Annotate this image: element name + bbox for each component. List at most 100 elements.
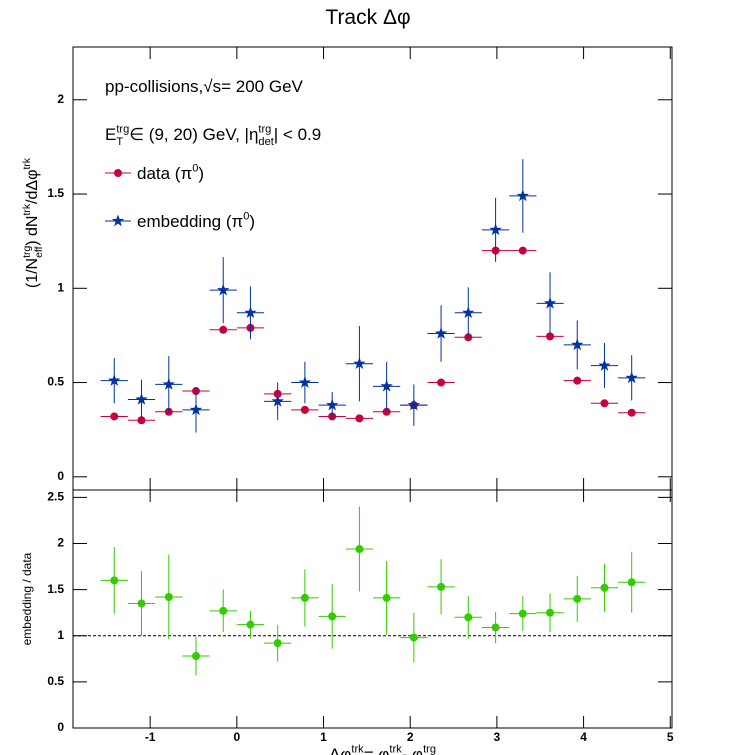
data-point (516, 189, 529, 202)
plot-frame (72, 489, 673, 729)
chart-title: Track Δφ (325, 6, 410, 29)
legend-marker (114, 169, 122, 177)
y-tick-label: 0.5 (47, 375, 64, 389)
data-point (300, 593, 309, 602)
data-point (273, 639, 282, 648)
x-tick-label: 5 (667, 730, 674, 744)
x-axis-label: Δφ trk = φ trk - φ trg (329, 743, 436, 755)
x-tick-label: 3 (494, 730, 501, 744)
data-point (192, 652, 201, 661)
x-tick-label: 1 (320, 730, 327, 744)
data-point (353, 357, 366, 369)
data-point (382, 593, 391, 602)
data-point (246, 620, 255, 629)
legend-label: embedding (π 0) (137, 210, 255, 231)
y-axis-label-part: /dΔφ (24, 170, 41, 204)
data-point (518, 609, 527, 618)
legend-label-part: embedding (π (137, 212, 243, 231)
annotation-sup: trg (258, 123, 271, 135)
legend-label: data (π 0) (137, 162, 204, 183)
y-tick-label: 1.5 (47, 582, 64, 596)
x-tick-label: 0 (233, 730, 240, 744)
data-point (355, 414, 364, 423)
x-tick-label: 4 (580, 730, 587, 744)
annotation-sub: T (116, 136, 123, 148)
data-point (437, 582, 446, 591)
data-point (489, 223, 502, 236)
annotation-part: E (105, 125, 116, 144)
y-tick-label: 0.5 (47, 674, 64, 688)
data-point (598, 359, 611, 371)
y-tick-label: 1.5 (47, 186, 64, 200)
data-point (110, 412, 119, 421)
annotation-part: = 200 GeV (221, 77, 303, 96)
y-axis-label-sup: trk (22, 203, 33, 215)
legend-label-part: ) (198, 164, 204, 183)
annotation-sub: det (258, 136, 273, 148)
data-point (600, 399, 609, 408)
data-point (328, 612, 337, 621)
data-point (600, 583, 609, 592)
legend-label-part: data (π (137, 164, 192, 183)
data-point (546, 608, 555, 617)
data-point (326, 398, 339, 411)
data-point (189, 403, 203, 416)
data-point (491, 623, 500, 632)
y-axis-label-part: (1/N (24, 258, 41, 288)
data-point (137, 599, 146, 608)
data-point (543, 296, 557, 309)
legend-marker (111, 214, 125, 227)
y-tick-label: 2 (57, 536, 64, 550)
data-point (462, 306, 475, 319)
data-point (355, 545, 364, 554)
legend-label-sup: 0 (192, 162, 198, 174)
x-axis-label-sup: trg (423, 743, 436, 755)
data-point (298, 376, 312, 388)
data-point (108, 374, 121, 386)
annotation-sup: trg (116, 123, 129, 135)
x-tick-label: 2 (407, 730, 414, 744)
annotation-part: ∈ (9, 20) GeV, |η (129, 125, 258, 144)
data-point (135, 393, 148, 405)
annotation: pp-collisions, √s = 200 GeV (105, 77, 304, 96)
x-tick-label: -1 (145, 730, 156, 744)
data-point (162, 377, 175, 390)
data-point (219, 606, 228, 615)
data-point (437, 378, 446, 387)
data-point (164, 593, 173, 602)
data-point (518, 246, 527, 255)
data-point (627, 408, 636, 417)
x-axis-label-part: Δφ (329, 745, 351, 755)
data-point (300, 405, 309, 414)
y-axis-label-part: embedding / data (20, 552, 34, 645)
data-point (573, 594, 582, 603)
y-tick-label: 2 (57, 92, 64, 106)
annotation-part: pp-collisions, (105, 77, 203, 96)
x-axis-label-part: - φ (402, 745, 423, 755)
y-tick-label: 2.5 (47, 490, 64, 504)
data-point (219, 325, 228, 334)
y-axis-label-part: ) dN (24, 216, 41, 246)
data-point (244, 306, 257, 319)
data-point (217, 283, 230, 296)
y-tick-label: 0 (57, 720, 64, 734)
legend-label-part: ) (249, 212, 255, 231)
data-point (627, 578, 636, 587)
data-point (382, 407, 391, 416)
annotation-part: | < 0.9 (274, 125, 321, 144)
data-point (434, 327, 448, 339)
data-point (407, 398, 421, 411)
data-point (546, 332, 555, 341)
y-axis-label-sup: trk (22, 157, 33, 169)
y-tick-label: 0 (57, 469, 64, 483)
y-axis-label-sup: trg (22, 246, 33, 258)
legend-label-sup: 0 (243, 210, 249, 222)
data-point (110, 576, 119, 585)
y-axis-label-sub: eff (34, 246, 45, 257)
data-point (271, 394, 284, 407)
